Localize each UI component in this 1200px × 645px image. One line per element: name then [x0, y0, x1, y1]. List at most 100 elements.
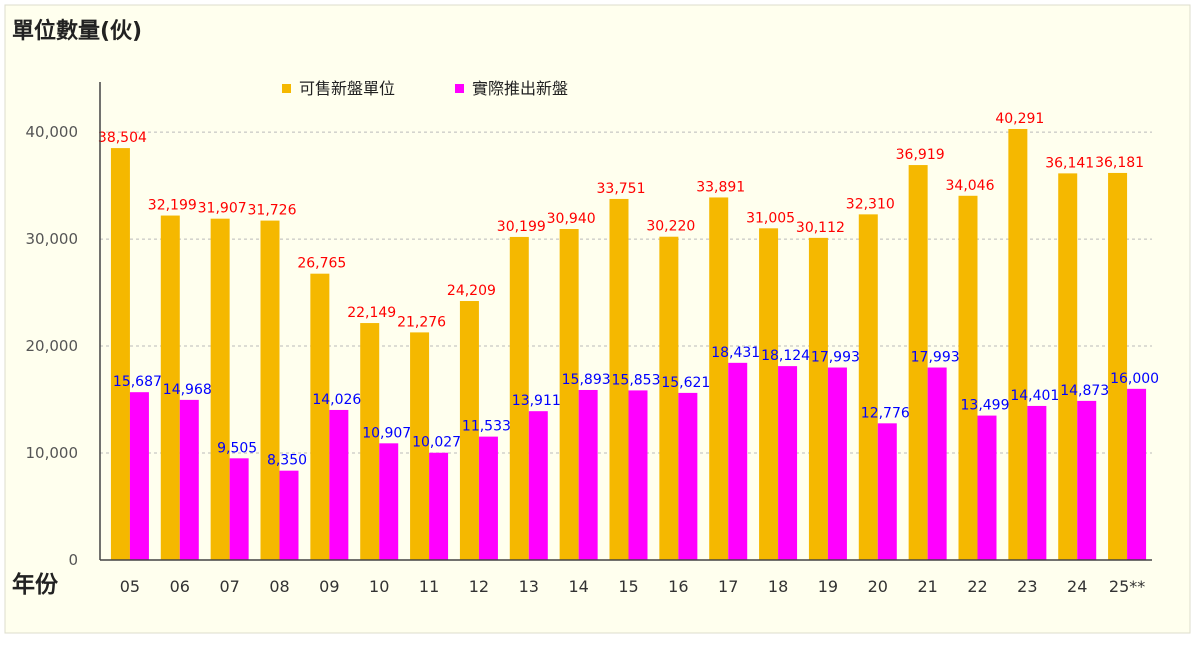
data-label-25**-available: 36,181 [1095, 155, 1144, 171]
data-label-15-available: 33,751 [597, 181, 646, 197]
data-label-17-launched: 18,431 [711, 345, 760, 361]
y-tick-label: 20,000 [26, 337, 79, 355]
x-tick-label: 12 [469, 577, 489, 596]
bar-06-available [160, 215, 180, 560]
x-tick-label: 25** [1109, 577, 1145, 596]
bar-17-launched [728, 362, 748, 560]
y-tick-label: 0 [68, 551, 78, 569]
data-label-22-launched: 13,499 [961, 398, 1010, 414]
bar-05-available [110, 148, 130, 560]
bar-08-available [260, 220, 280, 560]
x-tick-label: 05 [120, 577, 140, 596]
x-tick-label: 23 [1017, 577, 1037, 596]
y-tick-label: 30,000 [26, 230, 79, 248]
data-label-07-launched: 9,505 [217, 440, 257, 456]
bar-19-available [808, 237, 828, 560]
bar-17-available [709, 197, 729, 560]
legend-swatch-launched [455, 84, 464, 93]
x-axis-title: 年份 [12, 571, 59, 598]
data-label-18-launched: 18,124 [761, 348, 810, 364]
data-label-06-available: 32,199 [148, 198, 197, 214]
x-tick-label: 22 [967, 577, 987, 596]
bar-09-launched [329, 409, 349, 560]
data-label-17-available: 33,891 [696, 179, 745, 195]
x-tick-label: 14 [568, 577, 588, 596]
bar-24-launched [1077, 400, 1097, 560]
data-label-16-launched: 15,621 [661, 375, 710, 391]
data-label-10-available: 22,149 [347, 305, 396, 321]
data-label-08-launched: 8,350 [267, 453, 307, 469]
x-tick-label: 07 [219, 577, 239, 596]
data-label-09-available: 26,765 [297, 256, 346, 272]
x-tick-label: 09 [319, 577, 339, 596]
bar-14-available [559, 229, 579, 560]
data-label-13-available: 30,199 [497, 219, 546, 235]
bars [110, 128, 1147, 561]
data-label-09-launched: 14,026 [312, 392, 361, 408]
bar-12-available [459, 301, 479, 560]
legend-swatch-available [282, 84, 291, 93]
x-tick-label: 13 [519, 577, 539, 596]
bar-11-launched [429, 452, 449, 560]
data-label-08-available: 31,726 [248, 203, 297, 219]
data-label-23-available: 40,291 [995, 111, 1044, 127]
bar-25**-launched [1127, 388, 1147, 560]
bar-20-launched [877, 423, 897, 560]
bar-13-launched [528, 411, 548, 560]
axes: 0 10,000 20,000 30,000 40,000 05 06 07 08 09 10 11 1… [26, 82, 1152, 596]
legend-entry-available: 可售新盤單位 [299, 79, 395, 98]
x-tick-label: 10 [369, 577, 389, 596]
bar-16-launched [678, 392, 698, 560]
data-label-14-available: 30,940 [547, 211, 596, 227]
bar-13-available [509, 236, 529, 561]
bar-21-launched [927, 367, 947, 560]
data-label-20-launched: 12,776 [861, 405, 910, 421]
data-label-11-available: 21,276 [397, 314, 446, 330]
bar-12-launched [478, 436, 498, 560]
x-tick-label: 06 [170, 577, 190, 596]
legend: 可售新盤單位 實際推出新盤 [282, 79, 568, 98]
x-tick-label: 15 [618, 577, 638, 596]
data-label-22-available: 34,046 [946, 178, 995, 194]
bar-21-available [908, 165, 928, 560]
data-label-05-available: 38,504 [98, 130, 147, 146]
data-label-24-available: 36,141 [1045, 155, 1094, 171]
y-tick-label: 10,000 [26, 444, 79, 462]
bar-16-available [659, 236, 679, 560]
data-label-13-launched: 13,911 [512, 393, 561, 409]
x-tick-label: 19 [818, 577, 838, 596]
y-axis-title: 單位數量(伙) [12, 18, 142, 44]
x-tick-label: 16 [668, 577, 688, 596]
data-label-18-available: 31,005 [746, 210, 795, 226]
bar-22-available [958, 195, 978, 560]
x-tick-label: 08 [269, 577, 289, 596]
bar-05-launched [129, 392, 149, 560]
bar-07-available [210, 218, 230, 560]
bar-07-launched [229, 458, 249, 560]
bar-06-launched [179, 399, 199, 560]
bar-18-available [759, 228, 779, 560]
data-label-19-launched: 17,993 [811, 350, 860, 366]
bar-22-launched [977, 415, 997, 560]
bar-09-available [310, 273, 330, 560]
data-label-19-available: 30,112 [796, 220, 845, 236]
data-labels: 38,504 15,687 32,199 14,968 31,907 9,505 31,72… [98, 111, 1159, 469]
x-tick-label: 24 [1067, 577, 1087, 596]
data-label-07-available: 31,907 [198, 201, 247, 217]
bar-15-launched [628, 390, 648, 560]
bar-11-available [410, 332, 430, 560]
data-label-14-launched: 15,893 [562, 372, 611, 388]
x-tick-label: 18 [768, 577, 788, 596]
bar-10-launched [379, 443, 399, 560]
bar-24-available [1058, 173, 1078, 560]
bar-08-launched [279, 470, 299, 560]
data-label-06-launched: 14,968 [163, 382, 212, 398]
data-label-21-launched: 17,993 [911, 350, 960, 366]
data-label-24-launched: 14,873 [1060, 383, 1109, 399]
y-tick-label: 40,000 [26, 123, 79, 141]
x-tick-label: 11 [419, 577, 439, 596]
bar-19-launched [827, 367, 847, 560]
data-label-05-launched: 15,687 [113, 374, 162, 390]
